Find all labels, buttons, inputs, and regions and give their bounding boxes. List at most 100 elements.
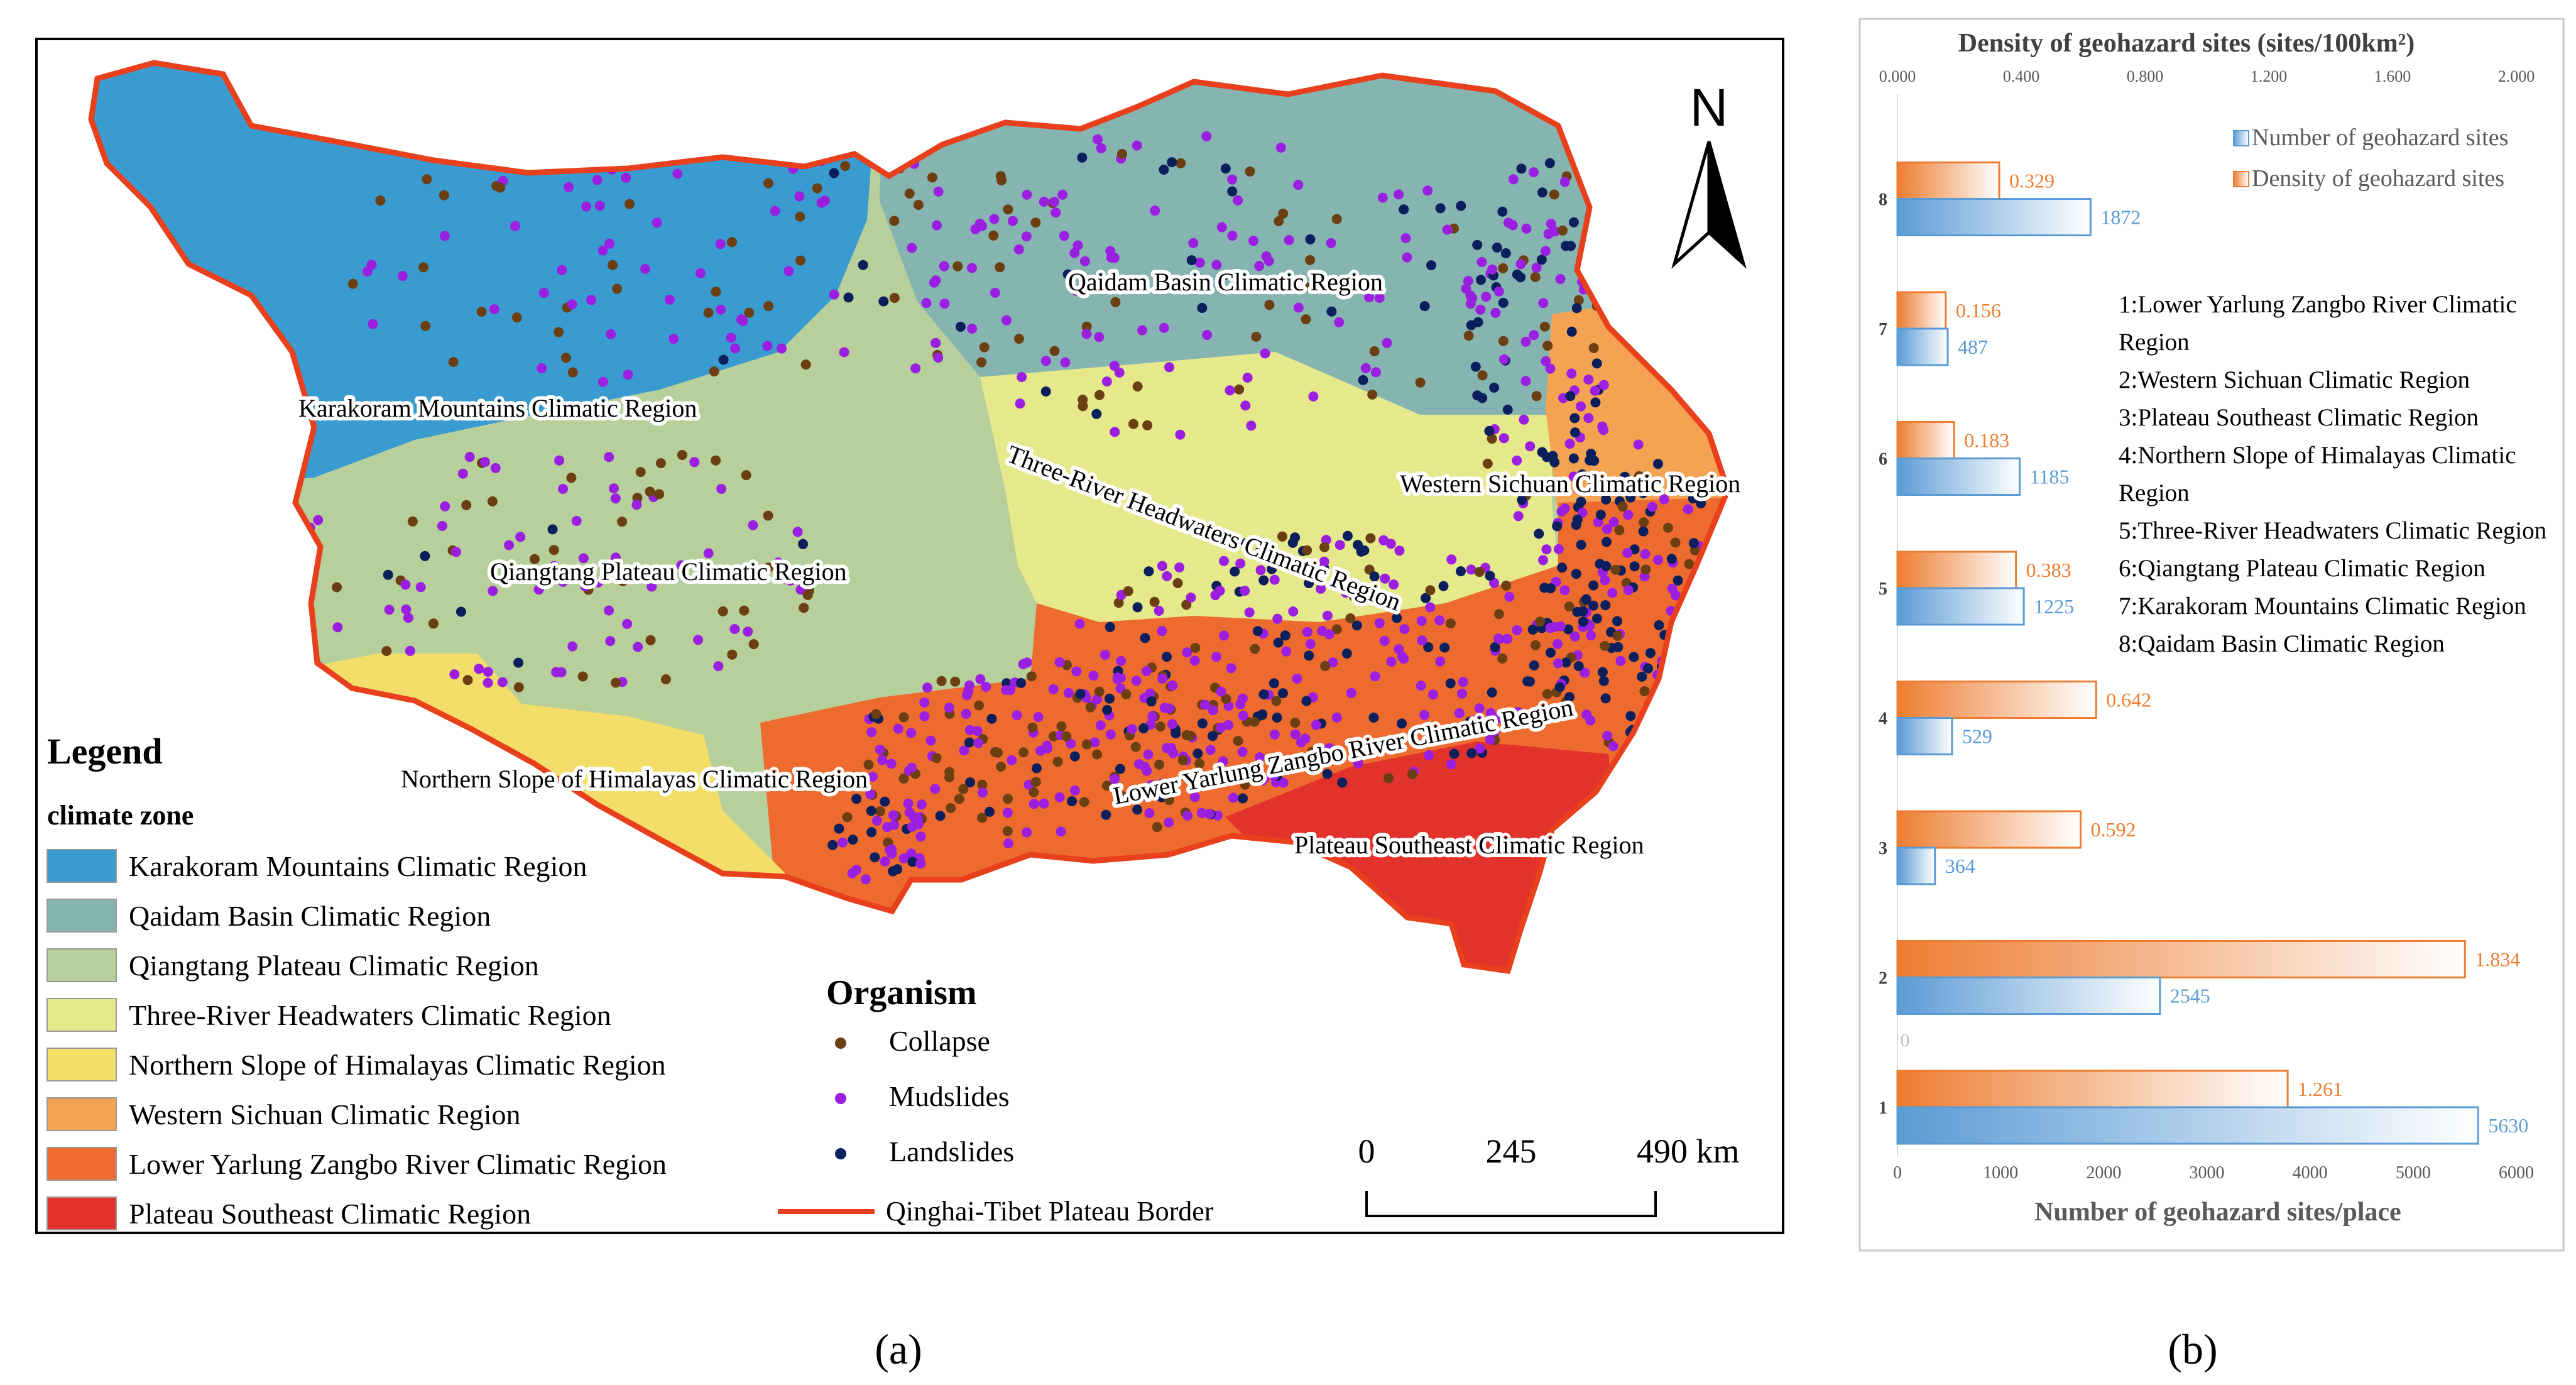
hazard-point — [1027, 722, 1038, 733]
hazard-point — [1602, 537, 1612, 547]
zone-swatch-3 — [46, 948, 117, 982]
x-axis-label: Number of geohazard sites/place — [2034, 1198, 2401, 1227]
organism-legend: Collapse Mudslides Landslides — [835, 1025, 1014, 1168]
zone-swatch-2 — [46, 899, 117, 933]
hazard-point — [1200, 779, 1210, 790]
hazard-point — [1428, 689, 1438, 700]
hazard-point — [513, 682, 524, 692]
hazard-point — [913, 200, 924, 210]
hazard-point — [946, 802, 956, 813]
hazard-point — [1225, 385, 1235, 396]
hazard-point — [1293, 302, 1304, 313]
hazard-point — [1422, 185, 1433, 196]
hazard-point — [1189, 655, 1200, 666]
hazard-point — [440, 501, 450, 512]
hazard-point — [1434, 615, 1445, 626]
hazard-point — [1557, 562, 1568, 573]
hazard-point — [1219, 630, 1230, 641]
hazard-point — [487, 496, 498, 506]
hazard-point — [420, 320, 431, 331]
hazard-point — [1238, 793, 1248, 804]
hazard-point — [977, 779, 988, 790]
hazard-point — [660, 674, 671, 684]
hazard-point — [1246, 420, 1257, 431]
hazard-point — [1446, 554, 1457, 565]
hazard-point — [1629, 652, 1639, 662]
hazard-point — [1228, 792, 1238, 803]
hazard-point — [1022, 189, 1032, 200]
hazard-point — [1278, 208, 1289, 219]
hazard-point — [1271, 696, 1282, 706]
hazard-point — [1425, 585, 1436, 596]
hazard-point — [1600, 693, 1611, 704]
hazard-point — [922, 682, 932, 693]
hazard-point — [1614, 525, 1625, 535]
hazard-point — [931, 337, 941, 348]
legend-swatch-density — [2233, 171, 2249, 187]
hazard-point — [548, 545, 559, 556]
legend-swatch-count — [2233, 130, 2249, 146]
hazard-point — [1302, 627, 1313, 637]
hazard-point — [1142, 791, 1152, 802]
hazard-point — [1610, 564, 1621, 575]
hazard-point — [1568, 453, 1579, 464]
hazard-point — [1071, 285, 1081, 296]
hazard-point — [490, 463, 501, 473]
hazard-point — [1487, 434, 1497, 444]
hazard-point — [990, 747, 1000, 757]
hazard-point — [1378, 535, 1389, 545]
hazard-point — [1654, 620, 1664, 630]
hazard-point — [1079, 256, 1090, 266]
hazard-point — [1167, 680, 1178, 691]
hazard-point — [1231, 537, 1242, 547]
hazard-point — [366, 260, 377, 270]
hazard-point — [1527, 625, 1538, 635]
hazard-point — [1653, 554, 1663, 565]
hazard-point — [1194, 758, 1205, 769]
bar-count-5 — [1896, 587, 2025, 626]
bottom-axis-tick: 0 — [1893, 1163, 1902, 1183]
hazard-point — [727, 649, 738, 660]
hazard-point — [1257, 775, 1268, 786]
bar-count-label: 529 — [1962, 725, 1992, 748]
hazard-point — [1456, 200, 1466, 211]
hazard-point — [480, 457, 490, 468]
hazard-point — [903, 798, 914, 809]
hazard-point — [1449, 748, 1460, 759]
hazard-point — [858, 260, 868, 270]
hazard-point — [1022, 657, 1032, 668]
hazard-point — [1101, 780, 1112, 791]
hazard-point — [635, 467, 646, 478]
hazard-point — [1439, 642, 1450, 653]
hazard-point — [906, 728, 917, 738]
hazard-point — [860, 874, 871, 885]
hazard-point — [1054, 792, 1065, 802]
category-note: 7:Karakoram Mountains Climatic Region — [2119, 593, 2526, 620]
hazard-point — [375, 195, 386, 206]
hazard-point — [1583, 413, 1594, 424]
hazard-point — [1328, 657, 1338, 668]
hazard-point — [1399, 624, 1410, 635]
hazard-point — [1167, 719, 1177, 730]
hazard-point — [1554, 682, 1565, 692]
hazard-point — [1116, 149, 1127, 159]
hazard-point — [1474, 567, 1485, 578]
hazard-point — [1305, 234, 1316, 244]
hazard-point — [748, 520, 758, 530]
hazard-point — [1060, 357, 1071, 368]
hazard-point — [1566, 241, 1576, 251]
bar-count-4 — [1896, 717, 1953, 755]
hazard-point — [1331, 624, 1342, 635]
hazard-point — [1446, 759, 1456, 770]
hazard-point — [1132, 602, 1143, 613]
hazard-point — [794, 191, 805, 202]
hazard-point — [451, 547, 462, 557]
hazard-point — [932, 220, 942, 231]
bar-density-6 — [1896, 421, 1955, 459]
hazard-point — [1591, 358, 1602, 369]
hazard-point — [1334, 317, 1345, 327]
hazard-point — [489, 304, 499, 315]
hazard-point — [1221, 694, 1231, 704]
hazard-point — [915, 858, 926, 869]
hazard-point — [1591, 613, 1602, 624]
